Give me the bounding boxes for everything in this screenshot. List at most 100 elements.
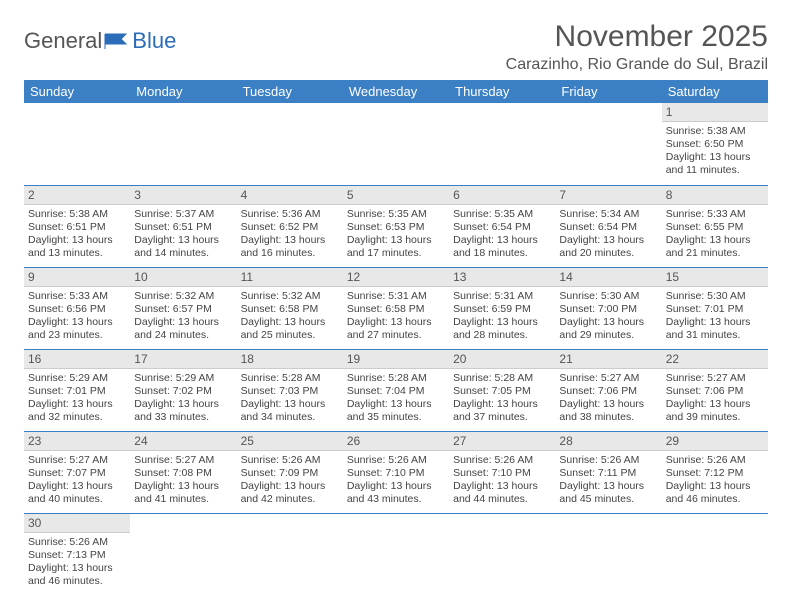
- calendar-day-cell: 12Sunrise: 5:31 AMSunset: 6:58 PMDayligh…: [343, 267, 449, 349]
- weekday-header: Thursday: [449, 80, 555, 103]
- day-number: 21: [555, 350, 661, 369]
- calendar-empty-cell: [130, 103, 236, 185]
- day-d1: Daylight: 13 hours: [28, 562, 126, 575]
- day-d2: and 46 minutes.: [28, 575, 126, 588]
- weekday-header: Tuesday: [237, 80, 343, 103]
- calendar-day-cell: 3Sunrise: 5:37 AMSunset: 6:51 PMDaylight…: [130, 185, 236, 267]
- day-d1: Daylight: 13 hours: [453, 480, 551, 493]
- day-details: Sunrise: 5:34 AMSunset: 6:54 PMDaylight:…: [555, 205, 661, 265]
- calendar-empty-cell: [555, 513, 661, 595]
- day-d2: and 23 minutes.: [28, 329, 126, 342]
- day-number: 3: [130, 186, 236, 205]
- day-d1: Daylight: 13 hours: [559, 316, 657, 329]
- day-ss: Sunset: 6:55 PM: [666, 221, 764, 234]
- day-number: 6: [449, 186, 555, 205]
- day-d1: Daylight: 13 hours: [134, 316, 232, 329]
- day-sr: Sunrise: 5:37 AM: [134, 208, 232, 221]
- day-number: 29: [662, 432, 768, 451]
- day-details: Sunrise: 5:35 AMSunset: 6:53 PMDaylight:…: [343, 205, 449, 265]
- day-ss: Sunset: 6:57 PM: [134, 303, 232, 316]
- day-sr: Sunrise: 5:30 AM: [666, 290, 764, 303]
- brand-part2: Blue: [132, 28, 176, 54]
- day-ss: Sunset: 7:02 PM: [134, 385, 232, 398]
- day-sr: Sunrise: 5:33 AM: [28, 290, 126, 303]
- day-d2: and 27 minutes.: [347, 329, 445, 342]
- day-ss: Sunset: 7:03 PM: [241, 385, 339, 398]
- day-sr: Sunrise: 5:26 AM: [347, 454, 445, 467]
- day-d2: and 25 minutes.: [241, 329, 339, 342]
- day-sr: Sunrise: 5:36 AM: [241, 208, 339, 221]
- day-number: 9: [24, 268, 130, 287]
- day-d1: Daylight: 13 hours: [453, 316, 551, 329]
- day-number: 4: [237, 186, 343, 205]
- weekday-header: Monday: [130, 80, 236, 103]
- day-d2: and 45 minutes.: [559, 493, 657, 506]
- calendar-week-row: 30Sunrise: 5:26 AMSunset: 7:13 PMDayligh…: [24, 513, 768, 595]
- day-details: Sunrise: 5:35 AMSunset: 6:54 PMDaylight:…: [449, 205, 555, 265]
- day-d2: and 14 minutes.: [134, 247, 232, 260]
- calendar-day-cell: 19Sunrise: 5:28 AMSunset: 7:04 PMDayligh…: [343, 349, 449, 431]
- calendar-week-row: 9 Sunrise: 5:33 AMSunset: 6:56 PM Daylight…: [24, 267, 768, 349]
- day-d1: Daylight: 13 hours: [134, 480, 232, 493]
- day-d2: and 37 minutes.: [453, 411, 551, 424]
- day-d1: Daylight: 13 hours: [559, 398, 657, 411]
- day-details: Sunrise: 5:26 AMSunset: 7:13 PMDaylight:…: [24, 533, 130, 593]
- day-details: Sunrise: 5:27 AMSunset: 7:06 PMDaylight:…: [555, 369, 661, 429]
- day-d2: and 32 minutes.: [28, 411, 126, 424]
- calendar-empty-cell: [449, 513, 555, 595]
- day-d1: Daylight: 13 hours: [134, 398, 232, 411]
- calendar-day-cell: 16Sunrise: 5:29 AMSunset: 7:01 PMDayligh…: [24, 349, 130, 431]
- day-d1: Daylight: 13 hours: [347, 480, 445, 493]
- day-sr: Sunrise: 5:28 AM: [241, 372, 339, 385]
- day-number: 30: [24, 514, 130, 533]
- calendar-empty-cell: [130, 513, 236, 595]
- day-details: Sunrise: 5:27 AMSunset: 7:08 PMDaylight:…: [130, 451, 236, 511]
- day-sr: Sunrise: 5:32 AM: [134, 290, 232, 303]
- day-number: 14: [555, 268, 661, 287]
- day-number: 23: [24, 432, 130, 451]
- day-details: Sunrise: 5:29 AMSunset: 7:02 PMDaylight:…: [130, 369, 236, 429]
- title-block: November 2025 Carazinho, Rio Grande do S…: [506, 20, 768, 74]
- day-d2: and 21 minutes.: [666, 247, 764, 260]
- day-details: Sunrise: 5:37 AMSunset: 6:51 PMDaylight:…: [130, 205, 236, 265]
- calendar-empty-cell: [237, 513, 343, 595]
- day-ss: Sunset: 7:00 PM: [559, 303, 657, 316]
- calendar-day-cell: 5Sunrise: 5:35 AMSunset: 6:53 PMDaylight…: [343, 185, 449, 267]
- day-ss: Sunset: 7:01 PM: [666, 303, 764, 316]
- day-ss: Sunset: 6:58 PM: [347, 303, 445, 316]
- day-ss: Sunset: 6:56 PM: [28, 303, 126, 316]
- day-d1: Daylight: 13 hours: [28, 398, 126, 411]
- day-number: 11: [237, 268, 343, 287]
- day-number: 16: [24, 350, 130, 369]
- day-ss: Sunset: 6:59 PM: [453, 303, 551, 316]
- day-sr: Sunrise: 5:35 AM: [347, 208, 445, 221]
- calendar-day-cell: 24Sunrise: 5:27 AMSunset: 7:08 PMDayligh…: [130, 431, 236, 513]
- calendar-day-cell: 22Sunrise: 5:27 AMSunset: 7:06 PMDayligh…: [662, 349, 768, 431]
- day-d1: Daylight: 13 hours: [666, 480, 764, 493]
- calendar-week-row: 2Sunrise: 5:38 AMSunset: 6:51 PMDaylight…: [24, 185, 768, 267]
- day-ss: Sunset: 6:50 PM: [666, 138, 764, 151]
- day-d2: and 11 minutes.: [666, 164, 764, 177]
- day-d2: and 29 minutes.: [559, 329, 657, 342]
- day-details: Sunrise: 5:29 AMSunset: 7:01 PMDaylight:…: [24, 369, 130, 429]
- day-ss: Sunset: 6:51 PM: [28, 221, 126, 234]
- day-d1: Daylight: 13 hours: [28, 480, 126, 493]
- calendar-day-cell: 26Sunrise: 5:26 AMSunset: 7:10 PMDayligh…: [343, 431, 449, 513]
- weekday-header: Friday: [555, 80, 661, 103]
- day-details: Sunrise: 5:26 AMSunset: 7:12 PMDaylight:…: [662, 451, 768, 511]
- day-ss: Sunset: 7:06 PM: [666, 385, 764, 398]
- day-d1: Daylight: 13 hours: [241, 398, 339, 411]
- calendar-empty-cell: [555, 103, 661, 185]
- day-details: Sunrise: 5:38 AMSunset: 6:51 PMDaylight:…: [24, 205, 130, 265]
- day-details: Sunrise: 5:26 AMSunset: 7:10 PMDaylight:…: [449, 451, 555, 511]
- day-ss: Sunset: 7:08 PM: [134, 467, 232, 480]
- calendar-day-cell: 7Sunrise: 5:34 AMSunset: 6:54 PMDaylight…: [555, 185, 661, 267]
- day-d1: Daylight: 13 hours: [453, 234, 551, 247]
- day-ss: Sunset: 6:51 PM: [134, 221, 232, 234]
- day-sr: Sunrise: 5:30 AM: [559, 290, 657, 303]
- day-d2: and 38 minutes.: [559, 411, 657, 424]
- calendar-day-cell: 28Sunrise: 5:26 AMSunset: 7:11 PMDayligh…: [555, 431, 661, 513]
- day-details: Sunrise: 5:32 AMSunset: 6:57 PMDaylight:…: [130, 287, 236, 347]
- calendar-table: SundayMondayTuesdayWednesdayThursdayFrid…: [24, 80, 768, 595]
- day-d2: and 24 minutes.: [134, 329, 232, 342]
